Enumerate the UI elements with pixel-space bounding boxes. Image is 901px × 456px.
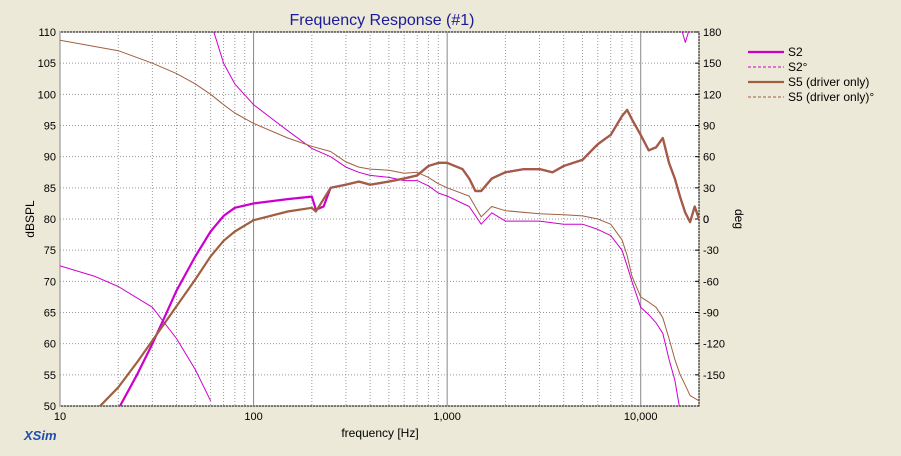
- legend-label: S5 (driver only)°: [788, 90, 874, 104]
- y-axis-label: dBSPL: [23, 200, 37, 238]
- y-tick-label: 85: [44, 183, 56, 195]
- xsim-logo: XSim: [24, 428, 57, 443]
- y2-tick-label: 60: [703, 152, 715, 164]
- y-tick-label: 60: [44, 339, 56, 351]
- x-tick-label: 100: [244, 411, 262, 423]
- phase-low-curve: [60, 265, 212, 402]
- y-tick-label: 100: [38, 89, 56, 101]
- y-tick-label: 65: [44, 308, 56, 320]
- legend-label: S2: [788, 45, 803, 59]
- y-tick-label: 70: [44, 276, 56, 288]
- y2-tick-label: 120: [703, 89, 721, 101]
- legend-label: S5 (driver only): [788, 75, 869, 89]
- series-3-line: [60, 39, 699, 402]
- plot-curves: [60, 32, 699, 406]
- x-axis-label: frequency [Hz]: [341, 426, 418, 440]
- y2-tick-label: -60: [703, 276, 719, 288]
- y2-tick-label: 150: [703, 58, 721, 70]
- y2-tick-label: -30: [703, 245, 719, 257]
- y2-tick-label: -90: [703, 308, 719, 320]
- y2-tick-label: 180: [703, 27, 721, 39]
- plot-area: [59, 31, 700, 407]
- y-tick-label: 110: [38, 27, 56, 39]
- y2-tick-label: 30: [703, 183, 715, 195]
- y-tick-label: 50: [44, 401, 56, 413]
- y-tick-label: 105: [38, 58, 56, 70]
- y-tick-label: 75: [44, 245, 56, 257]
- y2-axis-label: deg: [732, 209, 746, 229]
- y-tick-label: 55: [44, 370, 56, 382]
- x-tick-label: 1,000: [433, 411, 461, 423]
- legend-label: S2°: [788, 60, 808, 74]
- y-tick-label: 95: [44, 121, 56, 133]
- chart-title: Frequency Response (#1): [290, 12, 475, 29]
- y2-tick-label: 90: [703, 121, 715, 133]
- y2-tick-label: 0: [703, 214, 709, 226]
- grid-lines: [59, 31, 700, 407]
- y-tick-label: 90: [44, 152, 56, 164]
- series-2-line: [98, 108, 699, 406]
- series-1-line: [213, 32, 690, 406]
- y-tick-label: 80: [44, 214, 56, 226]
- axis-ticks: 50556065707580859095100105110-150-120-90…: [38, 27, 725, 423]
- y2-tick-label: -120: [703, 339, 725, 351]
- x-tick-label: 10,000: [624, 411, 658, 423]
- x-tick-label: 10: [54, 411, 66, 423]
- y2-tick-label: 0: [703, 214, 709, 226]
- y2-tick-label: -150: [703, 370, 725, 382]
